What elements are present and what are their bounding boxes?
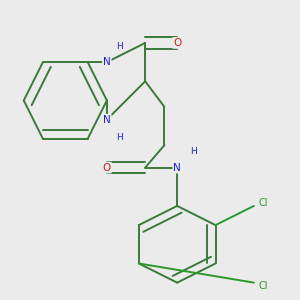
Text: H: H [116, 133, 123, 142]
Text: H: H [116, 42, 123, 51]
Text: Cl: Cl [259, 198, 268, 208]
Text: N: N [103, 57, 111, 67]
Text: O: O [103, 163, 111, 172]
Text: O: O [173, 38, 181, 48]
Text: N: N [173, 163, 181, 172]
Text: N: N [103, 115, 111, 124]
Text: H: H [190, 147, 196, 156]
Text: Cl: Cl [259, 281, 268, 291]
